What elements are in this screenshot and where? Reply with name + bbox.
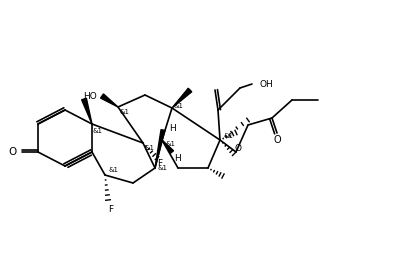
Text: HO: HO — [83, 91, 97, 100]
Text: &1: &1 — [119, 109, 129, 115]
Text: O: O — [273, 135, 281, 145]
Text: &1: &1 — [108, 167, 118, 173]
Text: &1: &1 — [173, 103, 183, 109]
Text: &1: &1 — [165, 141, 175, 147]
Text: H: H — [169, 124, 176, 133]
Text: O: O — [234, 143, 242, 153]
Polygon shape — [155, 130, 165, 168]
Text: F: F — [108, 205, 113, 213]
Polygon shape — [82, 98, 92, 124]
Text: &1: &1 — [223, 133, 233, 139]
Text: &1: &1 — [144, 145, 154, 151]
Text: &1: &1 — [157, 165, 167, 171]
Polygon shape — [101, 94, 118, 107]
Text: H: H — [174, 154, 181, 162]
Text: &1: &1 — [92, 128, 102, 134]
Text: F: F — [158, 160, 162, 169]
Text: OH: OH — [259, 80, 273, 89]
Polygon shape — [162, 140, 174, 153]
Polygon shape — [172, 88, 192, 108]
Text: O: O — [9, 147, 17, 157]
